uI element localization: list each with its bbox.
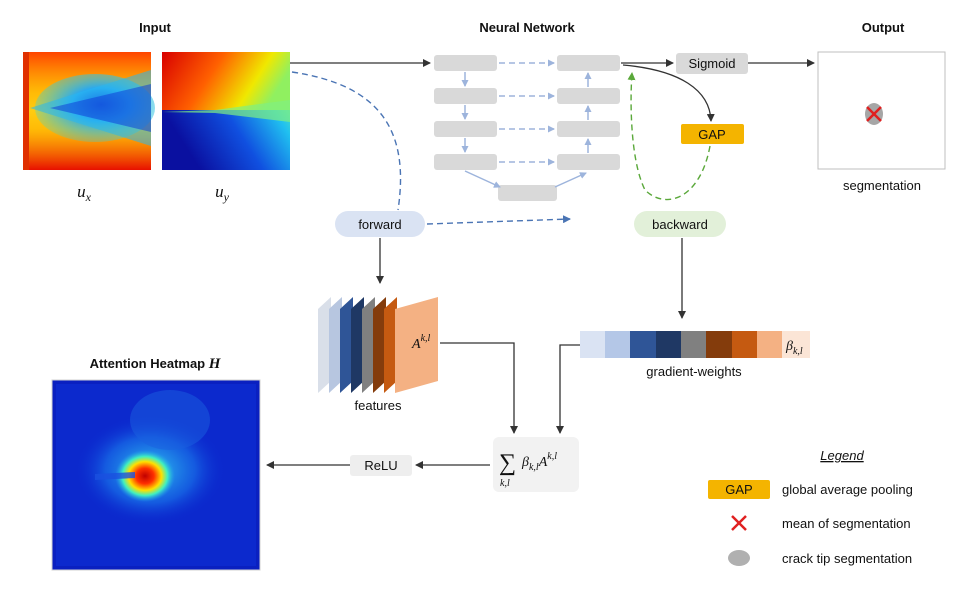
sigmoid-label: Sigmoid: [689, 56, 736, 71]
ux-label: ux: [77, 182, 92, 204]
ux-field-image: [23, 52, 155, 170]
legend-title: Legend: [820, 448, 864, 463]
gradient-weights-bar: [580, 331, 810, 358]
sum-expression: βk,lAk,l: [521, 451, 557, 473]
feature-maps-stack: [318, 297, 438, 393]
segmentation-mean-cross: [866, 106, 882, 122]
output-header: Output: [862, 20, 905, 35]
heatmap-title: Attention Heatmap H: [90, 356, 222, 372]
backward-label: backward: [652, 217, 708, 232]
legend-segmentation-label: crack tip segmentation: [782, 551, 912, 566]
gap-label: GAP: [698, 127, 725, 142]
sum-symbol: ∑: [499, 450, 516, 476]
features-label: features: [355, 398, 402, 413]
legend-item-segmentation: crack tip segmentation: [728, 550, 912, 566]
attention-heatmap-image: [51, 379, 261, 571]
unet-block-diagram: [434, 55, 620, 201]
gray-ellipse-icon: [728, 550, 750, 566]
uy-label: uy: [215, 182, 230, 204]
relu-label: ReLU: [364, 458, 397, 473]
backward-dashed-path: [627, 72, 711, 201]
segmentation-label: segmentation: [843, 178, 921, 193]
forward-label: forward: [358, 217, 401, 232]
gap-box: [681, 124, 744, 144]
forward-dashed-path: [291, 71, 402, 211]
legend-mean-label: mean of segmentation: [782, 516, 911, 531]
features-to-sum-arrow: [440, 342, 518, 434]
activation-label: Ak,l: [411, 333, 431, 352]
legend-gap-badge: GAP: [725, 482, 752, 497]
legend-item-gap: GAP global average pooling: [708, 480, 913, 499]
backward-node: [634, 211, 726, 237]
network-to-gap-arrow: [622, 64, 715, 122]
beta-label: βk,l: [785, 339, 803, 357]
legend-item-mean: mean of segmentation: [731, 515, 911, 531]
relu-box: [350, 455, 412, 476]
gap-box-icon: [708, 480, 770, 499]
network-header: Neural Network: [479, 20, 575, 35]
gradient-weights-label: gradient-weights: [646, 364, 742, 379]
weighted-sum-box: [493, 437, 579, 492]
input-header: Input: [139, 20, 171, 35]
sum-subscript: k,l: [500, 478, 510, 489]
forward-to-backward-dashed-arrow: [426, 215, 571, 225]
legend-gap-label: global average pooling: [782, 482, 913, 497]
forward-node: [335, 211, 425, 237]
sigmoid-box: [676, 53, 748, 74]
red-cross-icon: [731, 515, 747, 531]
weights-to-sum-arrow: [556, 344, 580, 434]
uy-field-image: [162, 52, 290, 170]
